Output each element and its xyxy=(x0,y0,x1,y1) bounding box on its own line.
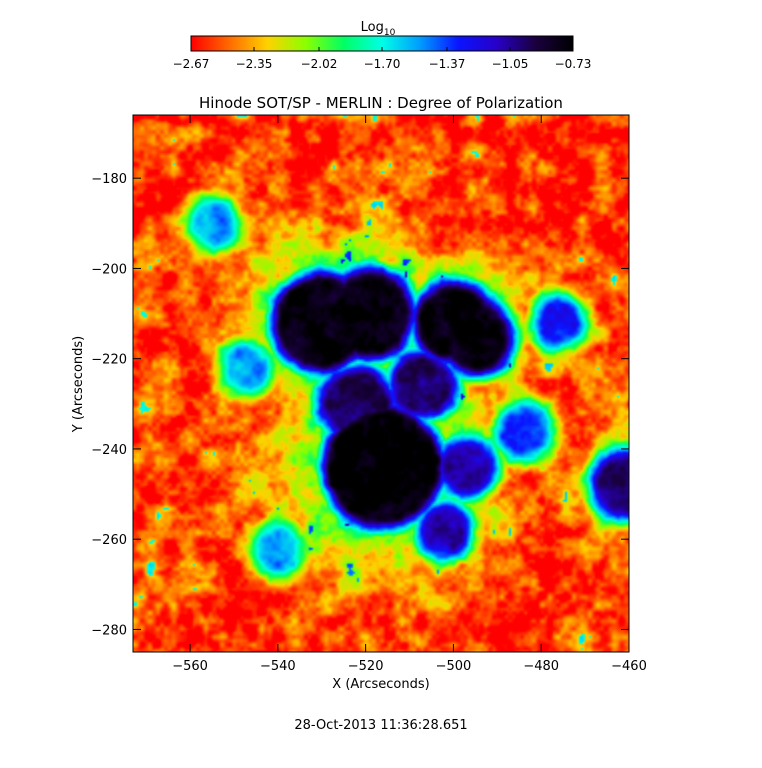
y-tick-label: −260 xyxy=(91,533,127,548)
plot-frame xyxy=(132,114,630,653)
x-tick-label: −480 xyxy=(523,659,559,674)
y-axis: −180 −200 −220 −240 −260 −280 xyxy=(91,172,629,638)
colorbar: Log10 −2.67 −2.35 −2.02 −1.70 −1.37 −1.05 −0.7… xyxy=(173,20,592,71)
x-tick-label: −460 xyxy=(611,659,647,674)
x-axis: −560 −540 −520 −500 −480 −460 xyxy=(172,115,647,674)
chart-title: Hinode SOT/SP - MERLIN : Degree of Polar… xyxy=(199,94,563,112)
y-tick-label: −200 xyxy=(91,262,127,277)
heatmap-image xyxy=(133,115,629,652)
colorbar-tick-label: −2.35 xyxy=(236,57,273,71)
x-axis-label: X (Arcseconds) xyxy=(332,677,429,692)
y-axis-label: Y (Arcseconds) xyxy=(71,336,86,433)
colorbar-tick-label: −1.70 xyxy=(364,57,401,71)
colorbar-ticks: −2.67 −2.35 −2.02 −1.70 −1.37 −1.05 −0.73 xyxy=(173,47,592,71)
y-tick-label: −220 xyxy=(91,353,127,368)
colorbar-tick-label: −2.67 xyxy=(173,57,210,71)
y-tick-label: −180 xyxy=(91,172,127,187)
colorbar-tick-label: −0.73 xyxy=(555,57,592,71)
colorbar-tick-label: −2.02 xyxy=(301,57,338,71)
observation-timestamp: 28-Oct-2013 11:36:28.651 xyxy=(294,718,467,733)
x-tick-label: −560 xyxy=(172,659,208,674)
colorbar-tick-label: −1.37 xyxy=(429,57,466,71)
colorbar-tick-label: −1.05 xyxy=(492,57,529,71)
x-tick-label: −540 xyxy=(260,659,296,674)
x-tick-label: −520 xyxy=(348,659,384,674)
y-tick-label: −280 xyxy=(91,623,127,638)
x-tick-label: −500 xyxy=(436,659,472,674)
plot-area xyxy=(132,114,630,653)
y-tick-label: −240 xyxy=(91,443,127,458)
colorbar-title: Log10 xyxy=(361,20,396,38)
